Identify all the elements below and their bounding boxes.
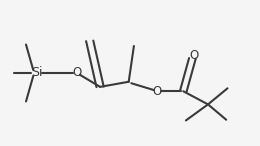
Text: O: O xyxy=(189,49,198,62)
Text: Si: Si xyxy=(31,66,42,80)
Text: O: O xyxy=(153,85,162,98)
Text: O: O xyxy=(72,66,81,80)
